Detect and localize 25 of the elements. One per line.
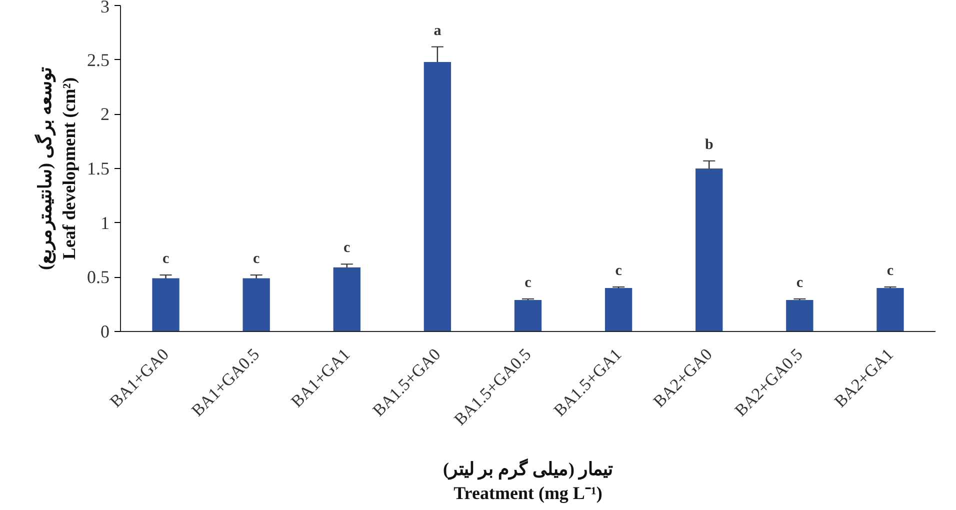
bar xyxy=(333,267,360,332)
annotation: c xyxy=(524,274,532,291)
y-tick-label: 0.5 xyxy=(87,267,110,288)
annotation: c xyxy=(796,274,804,291)
annotation: b xyxy=(704,136,714,153)
bar xyxy=(604,288,632,332)
bar xyxy=(876,288,904,332)
annotation: c xyxy=(615,262,622,279)
y-tick-label: 2 xyxy=(100,104,110,124)
bar xyxy=(152,278,180,332)
annotation: c xyxy=(886,262,894,279)
y-tick-label: 2.5 xyxy=(87,50,110,70)
y-tick-label: 1 xyxy=(100,212,110,233)
bar xyxy=(242,278,270,332)
annotation: c xyxy=(162,250,170,267)
annotation: c xyxy=(344,240,351,256)
annotation: c xyxy=(253,250,260,267)
y-tick-label: 3 xyxy=(100,0,110,16)
y-tick-label: 0 xyxy=(100,322,110,342)
bar xyxy=(696,168,723,332)
bar xyxy=(424,62,452,332)
bar xyxy=(786,300,814,332)
bar xyxy=(514,300,542,332)
annotation: a xyxy=(434,22,442,39)
y-tick-label: 1.5 xyxy=(87,158,110,178)
